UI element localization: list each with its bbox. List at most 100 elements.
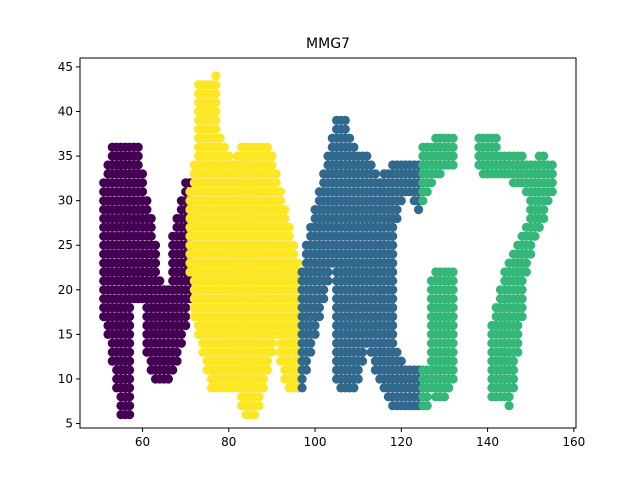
scatter-point: [418, 196, 428, 206]
scatter-point: [388, 312, 398, 322]
scatter-point: [534, 222, 544, 232]
scatter-point: [181, 312, 191, 322]
scatter-point: [388, 320, 398, 331]
scatter-point: [340, 115, 350, 125]
scatter-point: [133, 142, 143, 152]
x-tick-label: 120: [390, 435, 413, 449]
scatter-point: [448, 294, 458, 304]
scatter-point: [448, 160, 458, 170]
scatter-point: [448, 312, 458, 322]
scatter-point: [323, 267, 333, 277]
x-tick-label: 140: [476, 435, 499, 449]
scatter-point: [448, 267, 458, 277]
scatter-point: [133, 151, 143, 161]
scatter-point: [323, 276, 333, 286]
scatter-point: [150, 249, 161, 259]
scatter-point: [357, 347, 368, 357]
series-1: [99, 142, 195, 420]
scatter-point: [414, 205, 424, 215]
scatter-point: [306, 347, 316, 357]
scatter-point: [543, 196, 553, 206]
scatter-point: [388, 329, 398, 339]
scatter-point: [448, 151, 458, 161]
plot-frame: [79, 57, 577, 429]
scatter-point: [211, 115, 221, 125]
scatter-point: [491, 142, 501, 152]
y-tick-label: 15: [58, 327, 73, 341]
chart-title: MMG7: [306, 36, 350, 52]
scatter-point: [513, 338, 523, 348]
scatter-point: [448, 338, 458, 348]
scatter-point: [517, 303, 527, 313]
scatter-point: [392, 213, 402, 224]
scatter-point: [125, 383, 135, 393]
x-tick-label: 100: [304, 435, 327, 449]
scatter-point: [388, 249, 398, 259]
points-layer: [99, 71, 557, 420]
scatter-point: [448, 356, 458, 366]
scatter-point: [168, 365, 178, 375]
scatter-point: [388, 285, 398, 295]
scatter-point: [125, 356, 135, 366]
scatter-point: [388, 240, 398, 250]
scatter-point: [224, 151, 234, 161]
scatter-point: [396, 356, 406, 366]
scatter-point: [353, 374, 363, 384]
scatter-point: [513, 320, 523, 331]
scatter-point: [547, 169, 557, 179]
scatter-point: [125, 410, 135, 420]
scatter-point: [172, 347, 182, 357]
scatter-point: [276, 187, 286, 197]
scatter-point: [508, 365, 519, 375]
scatter-point: [125, 374, 135, 384]
scatter-point: [271, 169, 281, 179]
x-axis: 60 80 100 120 140 160: [135, 428, 585, 449]
scatter-point: [293, 258, 303, 268]
scatter-point: [150, 240, 161, 250]
scatter-point: [448, 347, 458, 357]
scatter-point: [340, 124, 350, 134]
scatter-point: [125, 303, 135, 313]
y-tick-label: 10: [58, 372, 73, 386]
scatter-point: [491, 133, 501, 143]
scatter-point: [422, 392, 432, 402]
scatter-point: [448, 142, 458, 152]
scatter-point: [288, 240, 299, 250]
scatter-point: [125, 401, 135, 411]
scatter-point: [288, 249, 299, 259]
scatter-point: [357, 356, 368, 366]
scatter-point: [513, 329, 523, 339]
scatter-point: [146, 213, 156, 224]
scatter-point: [172, 356, 182, 366]
scatter-point: [530, 231, 540, 241]
scatter-point: [258, 374, 268, 384]
scatter-point: [211, 124, 221, 134]
scatter-point: [301, 365, 311, 375]
scatter-point: [388, 222, 398, 232]
scatter-point: [513, 347, 523, 357]
scatter-point: [392, 205, 402, 215]
scatter-point: [142, 205, 152, 215]
series-2: [185, 71, 303, 420]
scatter-point: [448, 276, 458, 286]
scatter-point: [362, 151, 372, 161]
scatter-point: [155, 276, 165, 286]
scatter-point: [176, 329, 186, 339]
scatter-point: [297, 374, 307, 384]
scatter-point: [254, 401, 264, 411]
scatter-point: [526, 249, 536, 259]
scatter-point: [146, 231, 156, 241]
scatter-point: [276, 196, 286, 206]
scatter-point: [521, 258, 532, 268]
scatter-point: [211, 98, 221, 108]
scatter-point: [263, 356, 273, 366]
scatter-point: [314, 312, 324, 322]
scatter-point: [539, 151, 549, 161]
scatter-point: [547, 178, 557, 188]
scatter-point: [310, 329, 320, 339]
scatter-point: [366, 160, 376, 170]
scatter-point: [146, 222, 156, 232]
scatter-point: [448, 320, 458, 331]
scatter-point: [137, 169, 148, 179]
